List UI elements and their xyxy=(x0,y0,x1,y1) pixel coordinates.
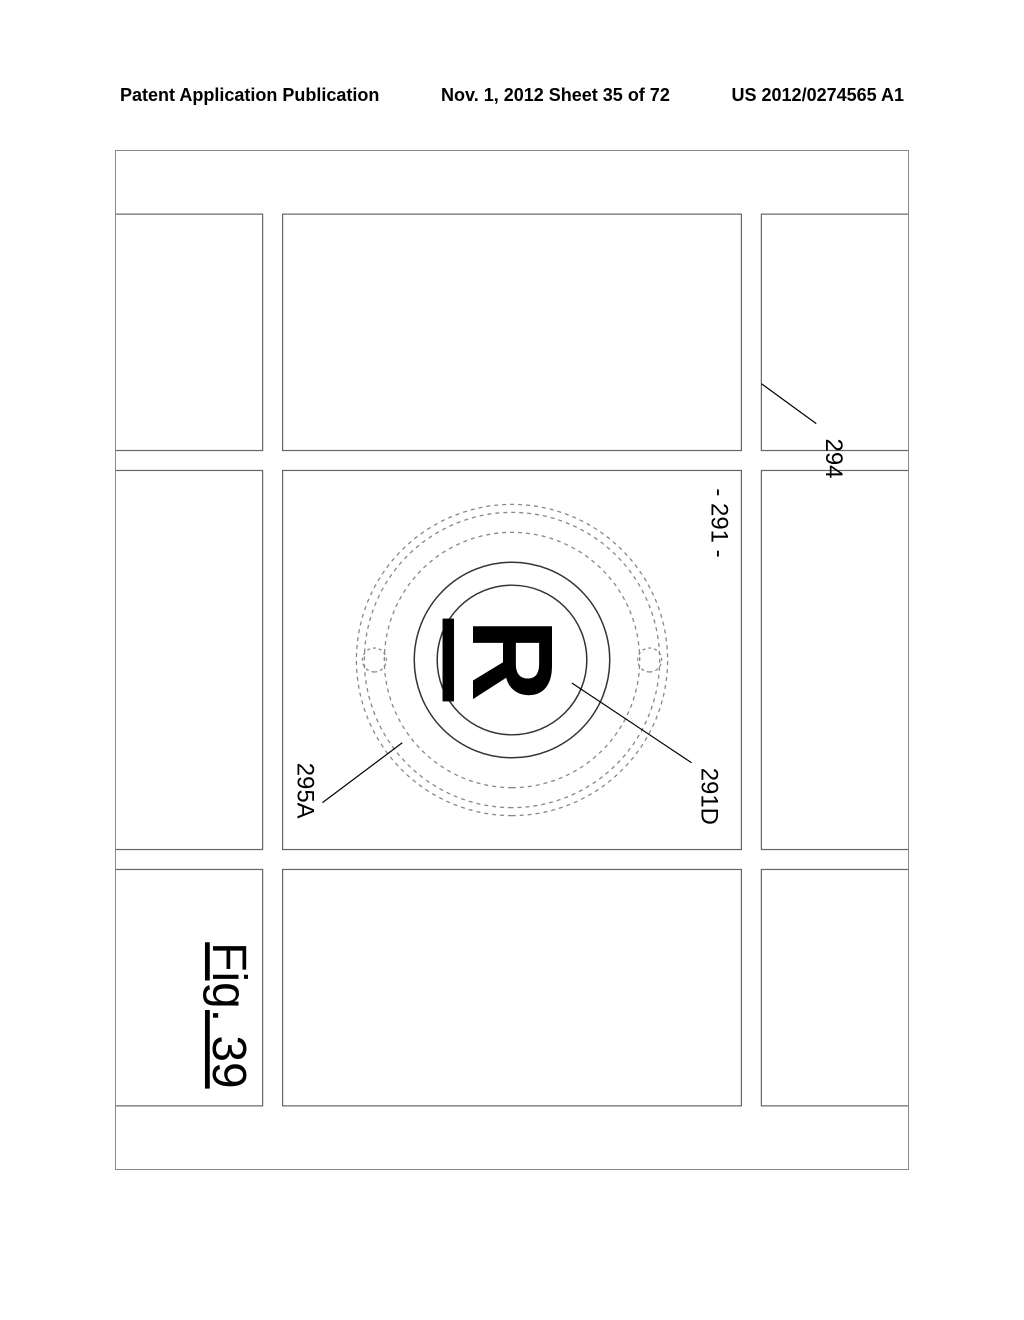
label-294: 294 xyxy=(820,439,847,479)
label-295a: 295A xyxy=(292,763,319,819)
header-right: US 2012/0274565 A1 xyxy=(732,85,904,106)
center-letter: R xyxy=(448,619,576,702)
header-left: Patent Application Publication xyxy=(120,85,379,106)
label-291d: 291D xyxy=(696,768,723,825)
patent-header: Patent Application Publication Nov. 1, 2… xyxy=(120,85,904,106)
figure-caption: Fig. 39 xyxy=(202,942,255,1088)
figure-39-diagram: R 294 - 291 - 291D 295A Fig. 39 xyxy=(116,151,908,1169)
page-frame: R 294 - 291 - 291D 295A Fig. 39 xyxy=(115,150,909,1170)
header-center: Nov. 1, 2012 Sheet 35 of 72 xyxy=(441,85,670,106)
label-291: - 291 - xyxy=(705,488,732,557)
